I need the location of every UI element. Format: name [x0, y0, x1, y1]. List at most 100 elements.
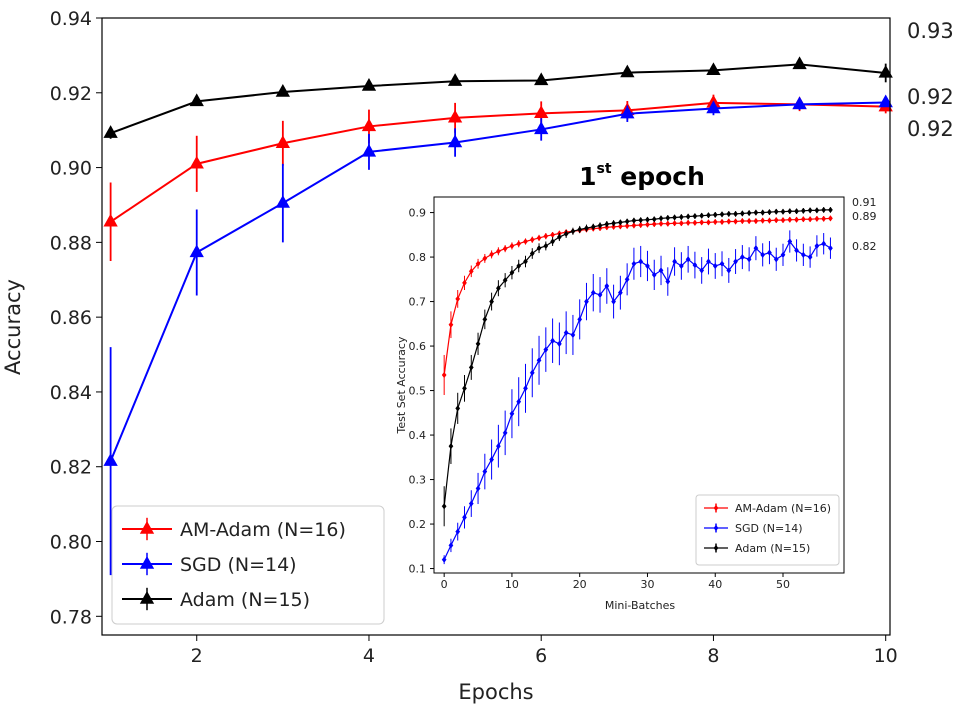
inset-data-point [767, 249, 772, 256]
main-x-tick-label: 10 [874, 645, 898, 667]
inset-data-point [719, 260, 725, 267]
main-end-label-am-adam: 0.92 [907, 117, 954, 141]
main-x-tick-label: 4 [363, 645, 375, 667]
inset-series-sgd [441, 230, 833, 565]
inset-x-tick-label: 50 [776, 578, 790, 591]
inset-data-point [550, 238, 556, 245]
inset-data-point [780, 216, 786, 224]
main-data-point [878, 64, 893, 78]
inset-data-point [699, 219, 705, 226]
inset-data-point [733, 258, 738, 265]
inset-data-point [631, 260, 637, 267]
inset-data-point [462, 385, 467, 392]
main-data-point [361, 118, 377, 132]
inset-data-point [502, 245, 508, 252]
inset-legend-marker-sgd [713, 524, 719, 532]
inset-data-point [475, 485, 481, 492]
main-x-tick-label: 8 [707, 645, 719, 667]
inset-data-point [706, 212, 711, 219]
inset-data-point [706, 258, 711, 265]
inset-chart: 1st epoch 0 10 20 30 40 500.10.20.30.40.50.60… [395, 161, 877, 620]
inset-data-point [604, 220, 610, 228]
inset-data-point [753, 217, 759, 225]
inset-data-point [712, 218, 718, 226]
inset-data-point [590, 289, 596, 296]
inset-title: 1st epoch [579, 161, 705, 191]
inset-data-point [529, 369, 535, 376]
main-series-sgd [103, 94, 893, 576]
inset-legend-label-adam: Adam (N=15) [735, 542, 810, 555]
inset-data-point [631, 217, 637, 224]
inset-x-axis-label: Mini-Batches [605, 599, 676, 612]
main-legend-marker-am-adam [139, 520, 155, 534]
inset-x-tick-label: 30 [640, 578, 654, 591]
inset-data-point [658, 220, 664, 227]
inset-data-point [556, 233, 562, 241]
inset-data-point [739, 210, 745, 217]
inset-data-point [780, 208, 786, 215]
inset-data-point [556, 340, 562, 348]
inset-data-point [611, 220, 616, 227]
main-data-point [275, 135, 291, 148]
inset-data-point [590, 223, 596, 231]
inset-data-point [692, 219, 698, 227]
inset-end-label-adam: 0.91 [852, 196, 877, 209]
inset-data-point [733, 218, 738, 225]
inset-data-point [584, 224, 589, 232]
inset-data-point [617, 223, 623, 230]
inset-data-point [726, 267, 732, 274]
main-data-point [275, 84, 291, 97]
inset-data-point [678, 262, 684, 270]
inset-data-point [441, 556, 447, 563]
inset-data-point [800, 216, 806, 223]
inset-series-layer [441, 206, 833, 565]
inset-data-point [685, 256, 691, 263]
inset-data-point [624, 218, 630, 225]
inset-data-point [489, 251, 495, 258]
main-data-point [361, 78, 377, 91]
inset-data-point [536, 357, 542, 364]
inset-data-point [577, 226, 583, 233]
inset-data-point [746, 256, 752, 263]
inset-data-point [611, 298, 616, 305]
main-data-point [534, 121, 549, 135]
inset-data-point [665, 278, 671, 285]
inset-data-point [746, 209, 752, 217]
inset-tick-layer: 0 10 20 30 40 50 0.1 0.2 0.3 0.4 0.5 0.6 0.7 0.8 0.9 [409, 207, 791, 591]
main-data-point [103, 213, 118, 227]
main-x-axis-label: Epochs [458, 680, 533, 704]
inset-legend-marker-adam [713, 544, 719, 552]
inset-data-point [638, 216, 644, 224]
inset-data-point [543, 242, 549, 250]
inset-data-point [448, 321, 454, 328]
inset-y-tick-label: 0.4 [409, 429, 427, 442]
inset-data-point [787, 238, 793, 245]
inset-data-point [821, 215, 827, 223]
main-y-tick-label: 0.90 [50, 158, 92, 180]
inset-data-point [712, 262, 718, 270]
inset-data-point [638, 258, 644, 265]
main-data-point [792, 56, 807, 70]
inset-data-point [645, 262, 650, 270]
inset-y-tick-label: 0.6 [409, 340, 427, 353]
inset-data-point [475, 340, 481, 348]
main-data-point [620, 105, 635, 119]
inset-data-point [794, 216, 799, 223]
inset-data-point [495, 248, 501, 255]
inset-data-point [760, 251, 766, 259]
inset-x-tick-label: 0 [441, 578, 448, 591]
inset-data-point [773, 208, 779, 215]
inset-data-point [597, 222, 603, 229]
inset-data-point [800, 207, 806, 215]
inset-data-point [462, 514, 467, 521]
inset-data-point [780, 251, 786, 259]
main-legend-label-am-adam: AM-Adam (N=16) [180, 519, 346, 541]
main-data-point [534, 72, 549, 86]
inset-data-point [516, 240, 522, 247]
inset-y-tick-label: 0.5 [409, 385, 427, 398]
inset-legend-label-am-adam: AM-Adam (N=16) [735, 502, 831, 515]
inset-data-point [828, 215, 833, 222]
inset-series-line-sgd [443, 240, 831, 560]
inset-x-tick-label: 40 [708, 578, 722, 591]
